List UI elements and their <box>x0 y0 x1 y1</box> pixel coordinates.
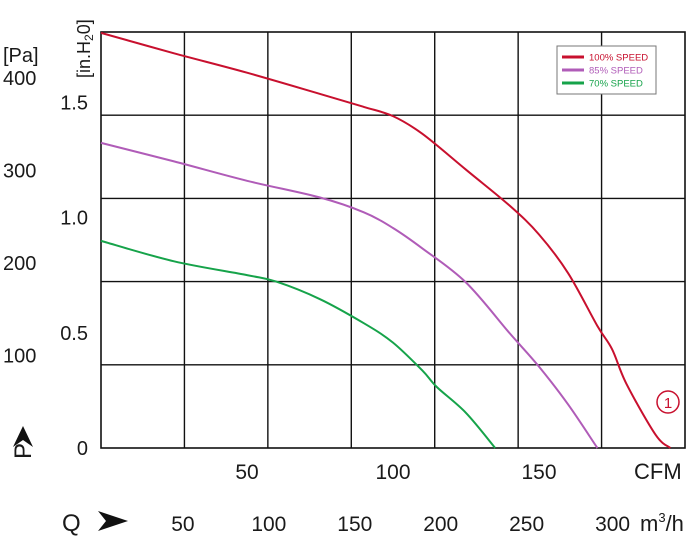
cfm-tick-label: 150 <box>521 461 556 484</box>
pa-unit-label: [Pa] <box>3 45 39 67</box>
inh2o-unit-subscript: 2 <box>82 34 96 41</box>
m3h-unit-label: m3/h <box>640 510 684 536</box>
m3h-tick-label: 250 <box>509 513 544 536</box>
series-line-2 <box>100 141 599 449</box>
m3h-tick-label: 50 <box>171 513 194 536</box>
m3h-tick-label: 200 <box>423 513 458 536</box>
inh2o-unit-close: 0] <box>74 19 94 34</box>
plot-frame <box>100 31 686 449</box>
grid-lines <box>101 32 685 448</box>
curve-marker-number: 1 <box>664 395 672 412</box>
m3h-tick-label: 300 <box>595 513 630 536</box>
inh2o-tick-label: 0 <box>77 438 88 460</box>
inh2o-tick-label: 1.5 <box>60 93 88 115</box>
pa-tick-labels: 400 300 200 100 <box>3 68 36 367</box>
m3h-tick-label: 100 <box>251 513 286 536</box>
pressure-axis-label: P <box>10 443 37 459</box>
cfm-tick-label: 50 <box>235 461 258 484</box>
cfm-tick-label: 100 <box>375 461 410 484</box>
curve-marker-circle <box>656 390 680 414</box>
series-curves <box>100 31 672 449</box>
inh2o-unit-label: [in.H20] <box>74 19 96 78</box>
series-line-1 <box>100 31 672 449</box>
m3h-unit-text: m <box>640 511 658 536</box>
m3h-unit-tail: /h <box>666 511 684 536</box>
pa-tick-label: 400 <box>3 68 36 90</box>
pa-tick-label: 100 <box>3 346 36 368</box>
inh2o-tick-label: 0.5 <box>60 323 88 345</box>
inh2o-tick-labels: 1.5 1.0 0.5 0 <box>60 93 88 460</box>
m3h-unit-superscript: 3 <box>658 510 665 525</box>
series-line-3 <box>100 239 496 449</box>
legend: 100% SPEED 85% SPEED 70% SPEED <box>556 45 657 95</box>
m3h-tick-label: 150 <box>337 513 372 536</box>
cfm-unit-label: CFM <box>634 459 682 484</box>
pa-tick-label: 200 <box>3 253 36 275</box>
inh2o-unit-text: [in.H <box>74 41 94 78</box>
flow-arrow-icon <box>98 511 128 531</box>
legend-label: 100% SPEED <box>589 53 648 64</box>
flow-axis-label: Q <box>62 510 81 537</box>
pa-tick-label: 300 <box>3 161 36 183</box>
cfm-tick-labels: 50 100 150 <box>235 461 556 484</box>
m3h-tick-labels: 50 100 150 200 250 300 <box>171 513 630 536</box>
legend-label: 85% SPEED <box>589 66 643 77</box>
pressure-arrow-icon <box>13 426 33 447</box>
legend-items: 100% SPEED 85% SPEED 70% SPEED <box>562 53 648 90</box>
legend-label: 70% SPEED <box>589 79 643 90</box>
inh2o-tick-label: 1.0 <box>60 208 88 230</box>
